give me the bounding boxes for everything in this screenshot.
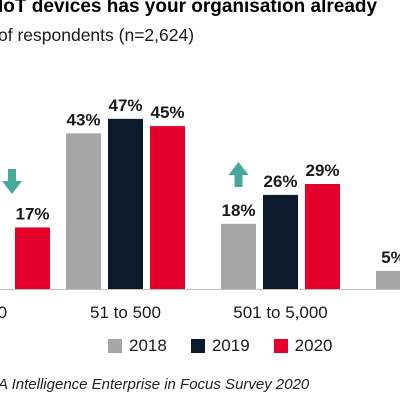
legend-label-2020: 2020	[294, 336, 333, 355]
legend-swatch-2020	[273, 339, 288, 353]
category-label-2: 51 to 500	[90, 303, 161, 322]
data-label-2018-2: 43%	[66, 110, 100, 129]
legend-item-2019: 2019	[190, 336, 250, 356]
legend-swatch-2018	[108, 339, 122, 353]
legend-item-2020: 2020	[273, 336, 333, 356]
chart-subtitle: of respondents (n=2,624)	[0, 25, 195, 45]
bar-2020-2	[150, 126, 185, 289]
data-label-2020-1: 17%	[15, 204, 49, 223]
bar-2019-2	[108, 118, 143, 289]
data-label-2018-4: 5%	[381, 248, 400, 267]
bar-2020-1	[15, 227, 50, 289]
chart-title: IoT devices has your organisation alread…	[0, 0, 378, 17]
category-label-3: 501 to 5,000	[233, 303, 328, 322]
bar-2018-2	[66, 133, 101, 289]
source-note: A Intelligence Enterprise in Focus Surve…	[0, 376, 310, 393]
bar-2020-3	[305, 184, 340, 289]
category-label-1: n 50	[0, 303, 7, 322]
legend-label-2019: 2019	[211, 336, 250, 355]
legend-label-2018: 2018	[129, 336, 167, 355]
legend-item-2018: 2018	[108, 336, 167, 356]
data-label-2019-3: 26%	[263, 172, 297, 191]
legend-swatch-2019	[190, 339, 205, 353]
data-label-2020-2: 45%	[150, 103, 184, 122]
data-label-2018-3: 18%	[221, 201, 255, 220]
bar-2018-3	[221, 223, 256, 289]
bar-2019-3	[263, 194, 298, 289]
chart-legend: 2018 2019 2020	[108, 336, 356, 356]
bar-2018-4	[376, 270, 400, 289]
bar-chart: 17% n 50 43% 47% 45% 51 to 500 18% 26% 29% 501 to…	[0, 96, 400, 322]
data-label-2020-3: 29%	[305, 161, 339, 180]
trend-down-arrow-icon	[2, 169, 22, 194]
trend-up-arrow-icon	[228, 162, 249, 187]
data-label-2019-2: 47%	[108, 96, 142, 115]
